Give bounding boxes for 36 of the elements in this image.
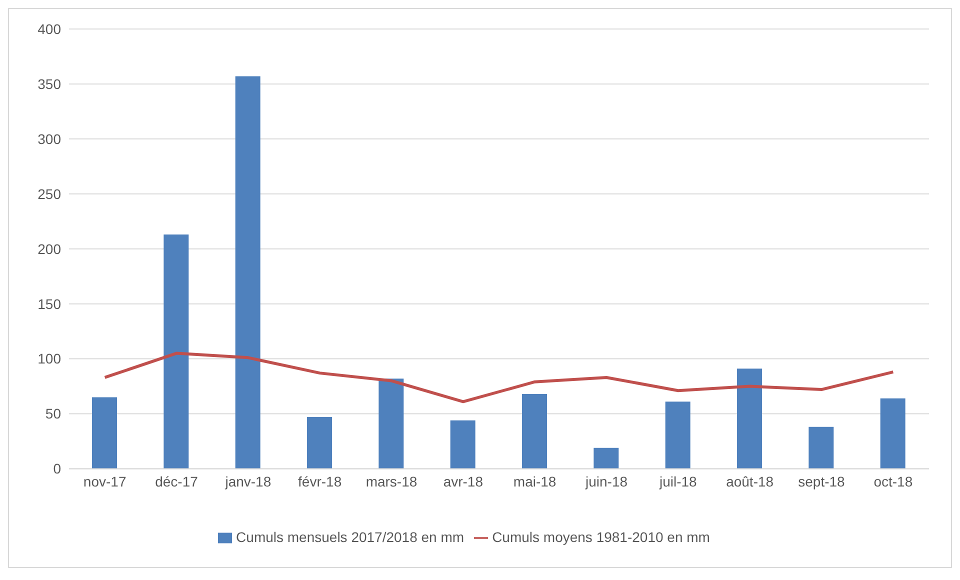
bar <box>594 448 619 469</box>
bar <box>808 426 834 469</box>
x-tick-label: mars-18 <box>366 474 418 490</box>
bar <box>164 234 189 469</box>
x-tick-label: juil-18 <box>658 474 698 490</box>
y-tick-label: 50 <box>45 406 62 422</box>
x-tick-label: nov-17 <box>83 474 126 490</box>
x-tick-label: juin-18 <box>584 474 628 490</box>
bar <box>235 76 260 469</box>
y-tick-label: 400 <box>38 20 62 37</box>
x-tick-label: déc-17 <box>155 474 198 490</box>
bar <box>880 398 906 469</box>
bar <box>737 368 762 469</box>
bar <box>92 397 117 469</box>
bar <box>522 394 547 469</box>
x-tick-label: août-18 <box>726 474 774 490</box>
y-tick-label: 0 <box>53 460 62 477</box>
line-series <box>103 352 895 404</box>
x-tick-label: avr-18 <box>443 474 484 490</box>
x-tick-label: sept-18 <box>798 474 846 490</box>
y-tick-label: 300 <box>38 130 62 147</box>
bar <box>378 378 404 469</box>
y-tick-label: 350 <box>38 76 62 92</box>
x-tick-label: oct-18 <box>874 474 913 490</box>
x-tick-label: janv-18 <box>224 474 272 490</box>
y-tick-label: 200 <box>38 240 62 257</box>
y-tick-label: 100 <box>38 350 62 367</box>
legend-label: Cumuls mensuels 2017/2018 en mm <box>236 528 464 545</box>
x-tick-label: mai-18 <box>513 474 556 490</box>
legend-label: Cumuls moyens 1981-2010 en mm <box>492 528 710 545</box>
y-tick-label: 150 <box>38 296 62 312</box>
y-tick-label: 250 <box>38 186 62 202</box>
bar <box>307 417 332 469</box>
bar <box>665 402 690 469</box>
x-tick-label: févr-18 <box>298 474 342 490</box>
bar <box>450 420 476 469</box>
